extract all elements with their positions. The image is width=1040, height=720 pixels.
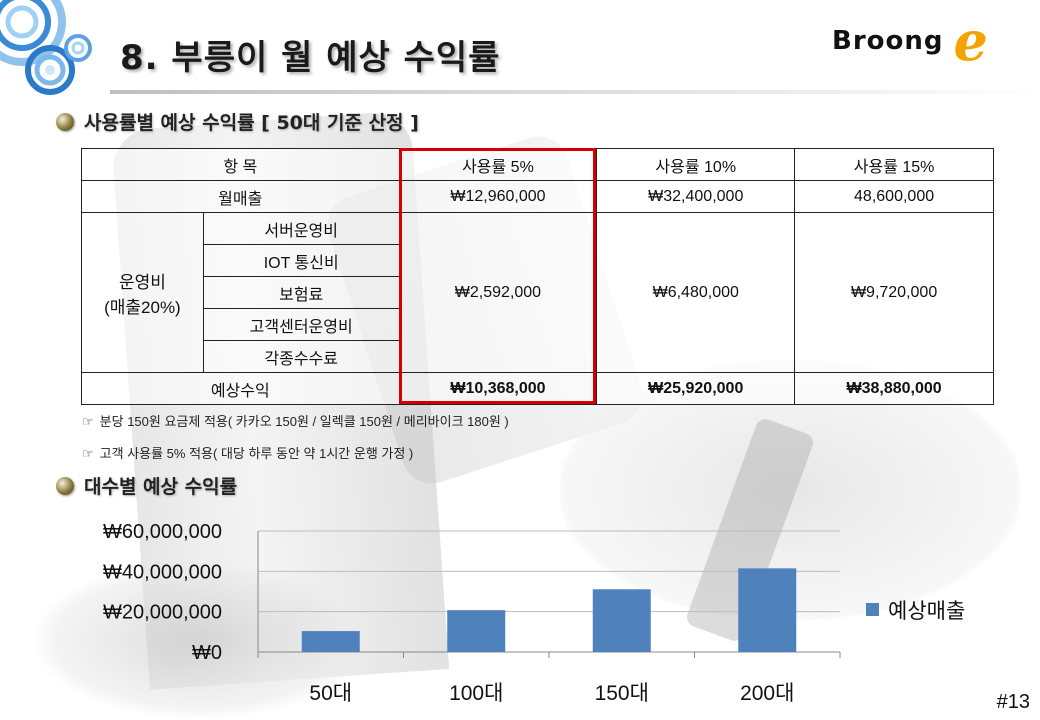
section-heading-fleet: 대수별 예상 수익률	[56, 472, 237, 499]
opex-label: 운영비 (매출20%)	[81, 212, 204, 373]
x-tick-label: 50대	[309, 682, 352, 705]
header-usage-15: 사용률 15%	[794, 148, 994, 181]
cell-value: ₩12,960,000	[398, 180, 598, 213]
header-item: 항 목	[81, 148, 400, 181]
section-heading-text: 사용률별 예상 수익률 [ 50대 기준 산정 ]	[84, 112, 419, 134]
cell-value: 48,600,000	[794, 180, 994, 213]
cell-value: ₩10,368,000	[398, 372, 598, 405]
cell-value: ₩6,480,000	[596, 212, 796, 373]
y-tick-label: ₩0	[192, 642, 222, 664]
table-row-expected-profit: 예상수익 ₩10,368,000 ₩25,920,000 ₩38,880,000	[81, 372, 994, 405]
cell-value: ₩2,592,000	[398, 212, 598, 373]
table-row-opex: 운영비 (매출20%) 서버운영비 ₩2,592,000 ₩6,480,000 …	[81, 212, 994, 373]
row-label: 예상수익	[81, 372, 400, 405]
revenue-table: 항 목 사용률 5% 사용률 10% 사용률 15% 월매출 ₩12,960,0…	[81, 148, 994, 405]
header-usage-5: 사용률 5%	[398, 148, 598, 181]
bar	[592, 589, 651, 652]
brand-e-mark: e	[953, 9, 988, 73]
cell-value: ₩38,880,000	[794, 372, 994, 405]
table-row-opex: 보험료	[82, 276, 994, 309]
note-pricing: ☞ 분당 150원 요금제 적용( 카카오 150원 / 일렉클 150원 / 메…	[82, 411, 509, 430]
section-heading-usage: 사용률별 예상 수익률 [ 50대 기준 산정 ]	[56, 108, 419, 135]
note-text: 고객 사용률 5% 적용( 대당 하루 동안 약 1시간 운행 가정 )	[99, 446, 414, 461]
fleet-revenue-chart: ₩0 ₩20,000,000 ₩40,000,000 ₩60,000,000 50대 10…	[103, 521, 965, 705]
y-tick-label: ₩60,000,000	[103, 521, 222, 543]
decorative-circles-icon	[0, 0, 92, 95]
pointing-hand-icon: ☞	[82, 446, 94, 461]
bar	[447, 610, 506, 652]
y-tick-label: ₩20,000,000	[103, 602, 222, 624]
page-number: #13	[996, 691, 1030, 713]
opex-item: IOT 통신비	[202, 244, 400, 277]
bullet-icon	[56, 476, 74, 495]
legend-swatch	[866, 603, 879, 616]
opex-item: 각종수수료	[202, 340, 400, 373]
bullet-icon	[56, 112, 74, 131]
table-header-row: 항 목 사용률 5% 사용률 10% 사용률 15%	[81, 148, 994, 181]
y-tick-label: ₩40,000,000	[103, 561, 222, 583]
page-title: 8. 부릉이 월 예상 수익률	[120, 38, 501, 78]
x-tick-label: 200대	[740, 682, 794, 705]
opex-item: 보험료	[202, 276, 400, 309]
row-label: 월매출	[81, 180, 400, 213]
opex-item: 서버운영비	[202, 212, 400, 245]
pointing-hand-icon: ☞	[82, 414, 94, 429]
legend-label: 예상매출	[888, 599, 965, 623]
x-tick-label: 150대	[595, 682, 649, 705]
table-row-monthly-sales: 월매출 ₩12,960,000 ₩32,400,000 48,600,000	[81, 180, 994, 213]
header-usage-10: 사용률 10%	[596, 148, 796, 181]
bar	[301, 631, 360, 652]
opex-label-line1: 운영비	[118, 272, 166, 292]
section-heading-text: 대수별 예상 수익률	[84, 476, 238, 498]
opex-item: 고객센터운영비	[202, 308, 400, 341]
opex-label-line2: (매출20%)	[104, 297, 181, 317]
table-row-opex: IOT 통신비	[82, 244, 994, 277]
brand-logo: Broong e	[832, 14, 988, 68]
cell-value: ₩32,400,000	[596, 180, 796, 213]
cell-value: ₩9,720,000	[794, 212, 994, 373]
bar	[738, 568, 797, 652]
note-text: 분당 150원 요금제 적용( 카카오 150원 / 일렉클 150원 / 메리…	[99, 414, 509, 429]
brand-text: Broong	[832, 26, 944, 56]
x-tick-label: 100대	[449, 682, 503, 705]
title-divider	[110, 90, 1040, 94]
cell-value: ₩25,920,000	[596, 372, 796, 405]
note-usage: ☞ 고객 사용률 5% 적용( 대당 하루 동안 약 1시간 운행 가정 )	[82, 443, 413, 462]
